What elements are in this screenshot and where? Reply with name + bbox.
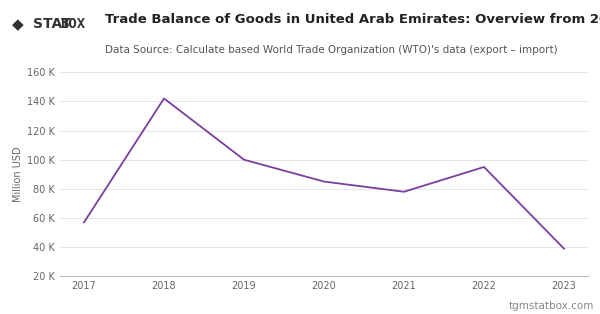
Y-axis label: Million USD: Million USD [13,146,23,202]
Text: Data Source: Calculate based World Trade Organization (WTO)'s data (export – imp: Data Source: Calculate based World Trade… [105,45,557,55]
Text: Trade Balance of Goods in United Arab Emirates: Overview from 2017 to 2023: Trade Balance of Goods in United Arab Em… [105,13,600,26]
Text: STAT: STAT [33,17,71,31]
Text: ◆: ◆ [12,17,24,32]
Text: BOX: BOX [60,17,85,31]
Text: tgmstatbox.com: tgmstatbox.com [509,301,594,311]
